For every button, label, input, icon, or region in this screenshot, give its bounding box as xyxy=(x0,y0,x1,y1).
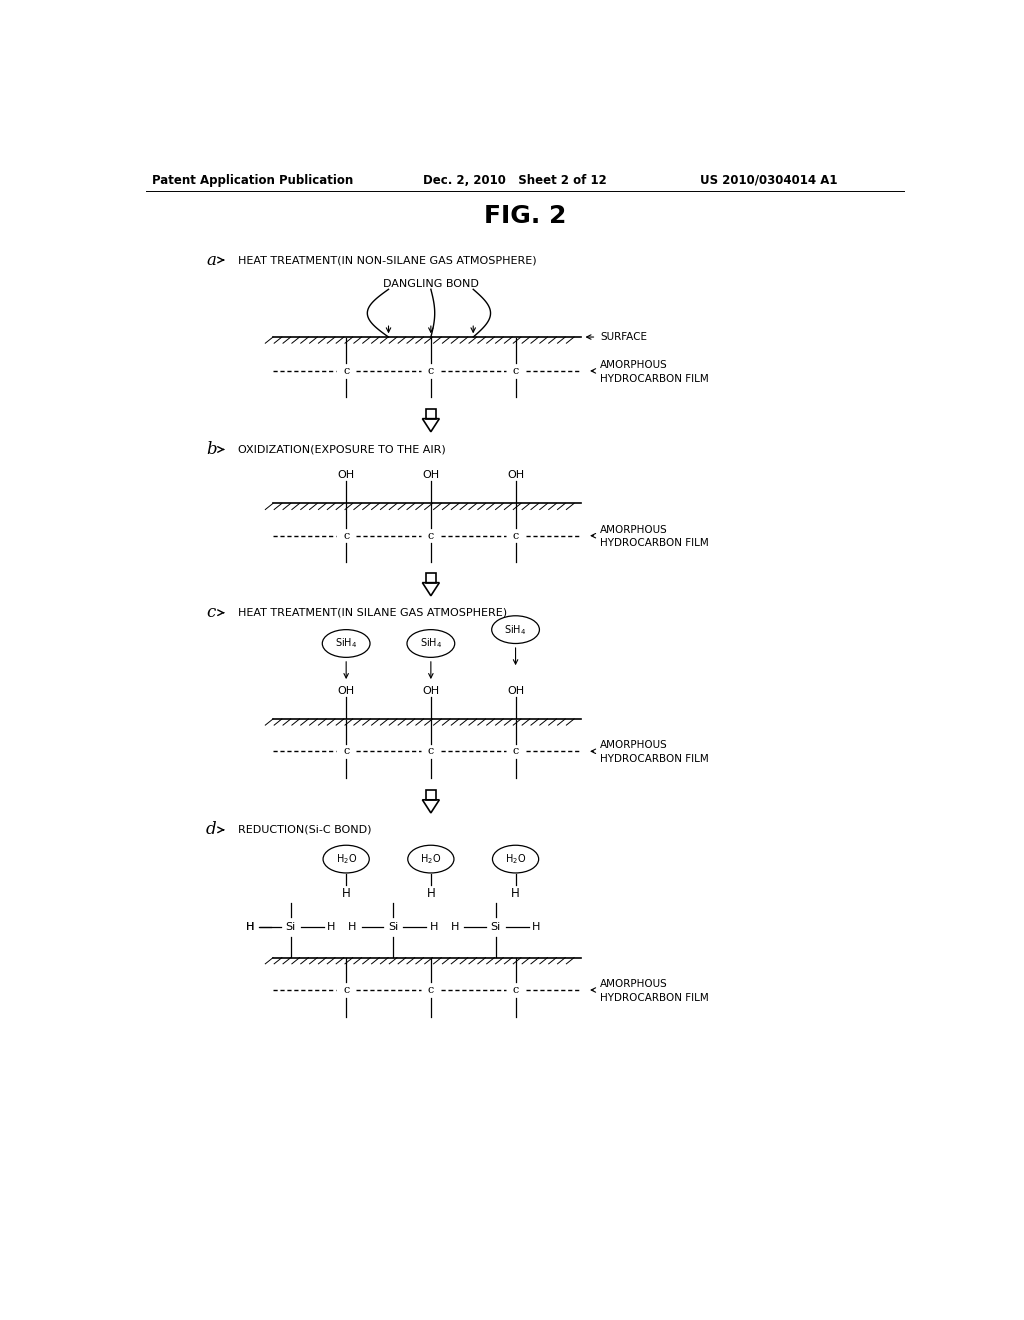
Text: H$_2$O: H$_2$O xyxy=(420,853,441,866)
Text: c: c xyxy=(343,746,349,756)
Text: H$_2$O: H$_2$O xyxy=(336,853,356,866)
Text: HYDROCARBON FILM: HYDROCARBON FILM xyxy=(600,374,709,384)
Text: c: c xyxy=(512,531,519,541)
Text: DANGLING BOND: DANGLING BOND xyxy=(383,280,479,289)
Text: HYDROCARBON FILM: HYDROCARBON FILM xyxy=(600,754,709,764)
Text: c: c xyxy=(428,985,434,995)
Text: OH: OH xyxy=(422,470,439,480)
Text: c: c xyxy=(512,746,519,756)
Text: FIG. 2: FIG. 2 xyxy=(483,205,566,228)
Text: Dec. 2, 2010   Sheet 2 of 12: Dec. 2, 2010 Sheet 2 of 12 xyxy=(423,174,607,187)
Text: OH: OH xyxy=(422,686,439,696)
Text: SiH$_4$: SiH$_4$ xyxy=(420,636,442,651)
Text: AMORPHOUS: AMORPHOUS xyxy=(600,524,668,535)
Text: REDUCTION(Si-C BOND): REDUCTION(Si-C BOND) xyxy=(239,825,372,834)
Text: c: c xyxy=(343,366,349,376)
Text: c: c xyxy=(512,366,519,376)
Text: AMORPHOUS: AMORPHOUS xyxy=(600,360,668,370)
Text: b: b xyxy=(206,441,217,458)
Text: OH: OH xyxy=(507,470,524,480)
Text: c: c xyxy=(343,985,349,995)
Text: c: c xyxy=(428,746,434,756)
Text: US 2010/0304014 A1: US 2010/0304014 A1 xyxy=(700,174,838,187)
Text: HYDROCARBON FILM: HYDROCARBON FILM xyxy=(600,539,709,548)
Text: AMORPHOUS: AMORPHOUS xyxy=(600,979,668,989)
Text: OH: OH xyxy=(338,470,354,480)
Text: c: c xyxy=(512,985,519,995)
Text: HEAT TREATMENT(IN NON-SILANE GAS ATMOSPHERE): HEAT TREATMENT(IN NON-SILANE GAS ATMOSPH… xyxy=(239,255,537,265)
Text: OXIDIZATION(EXPOSURE TO THE AIR): OXIDIZATION(EXPOSURE TO THE AIR) xyxy=(239,445,446,454)
Text: c: c xyxy=(428,366,434,376)
Text: Si: Si xyxy=(490,921,501,932)
Text: SURFACE: SURFACE xyxy=(600,333,647,342)
Text: HEAT TREATMENT(IN SILANE GAS ATMOSPHERE): HEAT TREATMENT(IN SILANE GAS ATMOSPHERE) xyxy=(239,607,508,618)
Text: H: H xyxy=(451,921,459,932)
Text: HYDROCARBON FILM: HYDROCARBON FILM xyxy=(600,993,709,1003)
Text: H: H xyxy=(342,887,350,900)
Text: H: H xyxy=(328,921,336,932)
Text: Si: Si xyxy=(286,921,296,932)
Text: c: c xyxy=(428,531,434,541)
Text: c: c xyxy=(343,531,349,541)
Text: SiH$_4$: SiH$_4$ xyxy=(505,623,526,636)
Text: OH: OH xyxy=(507,686,524,696)
Text: d: d xyxy=(206,821,217,838)
Text: H: H xyxy=(348,921,356,932)
Text: H: H xyxy=(246,921,254,932)
Text: c: c xyxy=(207,605,216,622)
Text: H: H xyxy=(511,887,520,900)
Text: Patent Application Publication: Patent Application Publication xyxy=(153,174,353,187)
Text: OH: OH xyxy=(338,686,354,696)
Text: H: H xyxy=(426,887,435,900)
Text: SiH$_4$: SiH$_4$ xyxy=(335,636,357,651)
Text: AMORPHOUS: AMORPHOUS xyxy=(600,741,668,750)
Text: H: H xyxy=(430,921,438,932)
Text: H: H xyxy=(532,921,541,932)
Text: H$_2$O: H$_2$O xyxy=(505,853,526,866)
Text: a: a xyxy=(207,252,216,268)
Text: Si: Si xyxy=(388,921,398,932)
Text: H: H xyxy=(246,921,254,932)
